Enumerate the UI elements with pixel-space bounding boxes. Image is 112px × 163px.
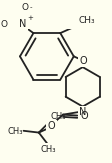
Text: O: O: [79, 111, 87, 121]
Text: CH₃: CH₃: [50, 112, 65, 121]
Text: O: O: [0, 20, 7, 29]
Text: +: +: [27, 15, 33, 21]
Text: CH₃: CH₃: [78, 16, 94, 25]
Text: O: O: [22, 3, 29, 12]
Text: N: N: [78, 107, 86, 118]
Text: O: O: [47, 121, 55, 131]
Text: -: -: [29, 4, 32, 10]
Text: O: O: [79, 56, 87, 66]
Text: CH₃: CH₃: [40, 145, 55, 154]
Text: N: N: [19, 19, 26, 29]
Text: CH₃: CH₃: [7, 127, 23, 136]
